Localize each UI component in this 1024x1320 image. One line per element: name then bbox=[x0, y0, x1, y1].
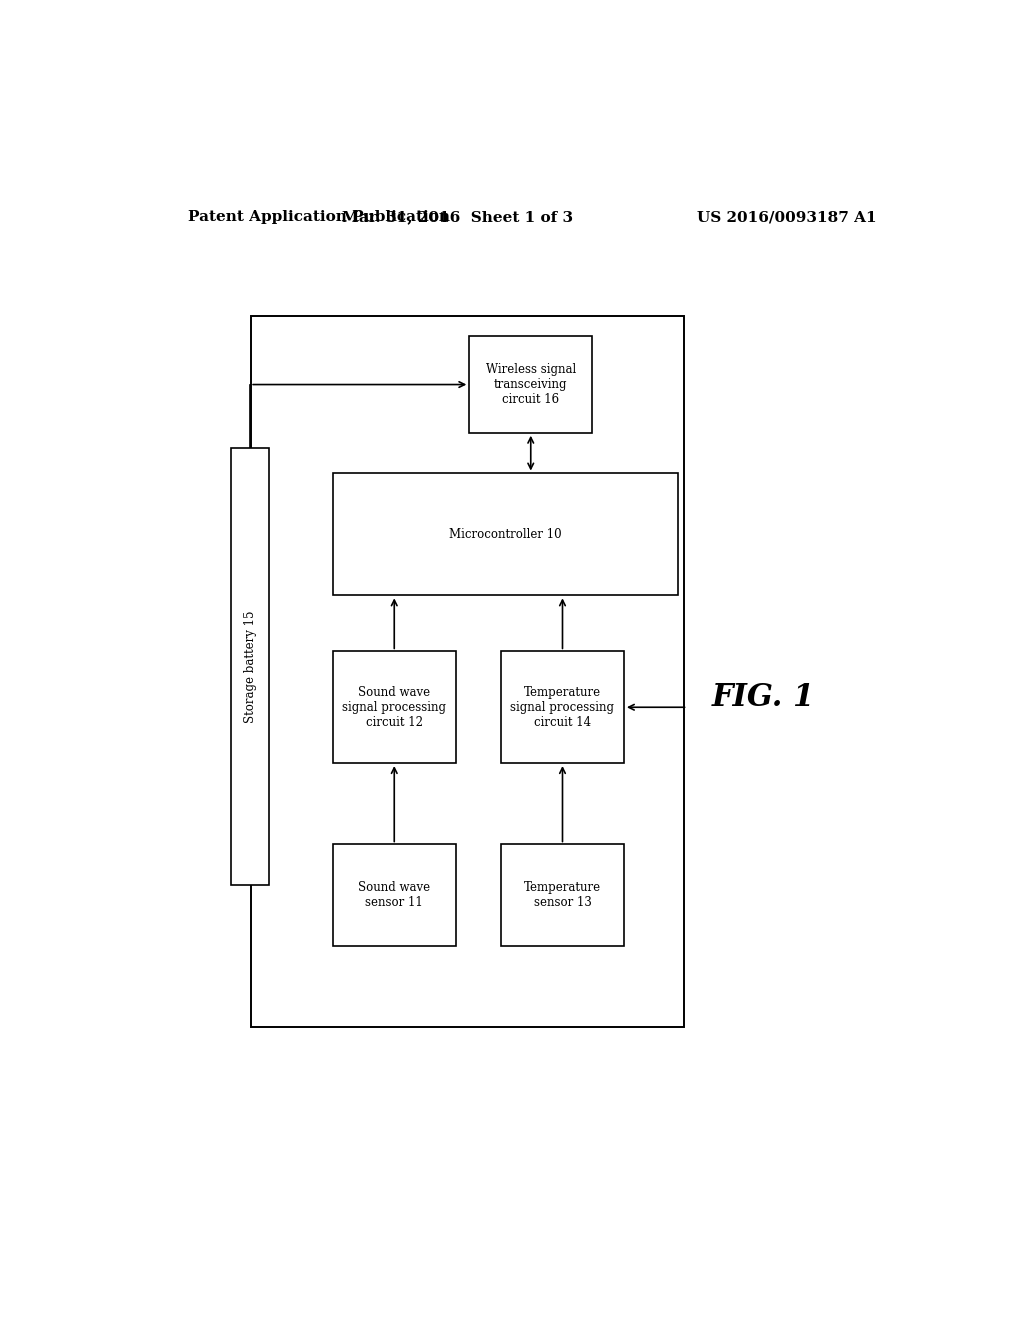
Text: Sound wave
signal processing
circuit 12: Sound wave signal processing circuit 12 bbox=[342, 686, 446, 729]
Bar bbox=[251, 315, 684, 1027]
Text: FIG. 1: FIG. 1 bbox=[712, 681, 814, 713]
Bar bbox=[231, 447, 269, 886]
Text: Temperature
signal processing
circuit 14: Temperature signal processing circuit 14 bbox=[511, 686, 614, 729]
Text: Patent Application Publication: Patent Application Publication bbox=[187, 210, 450, 224]
Bar bbox=[333, 845, 456, 946]
Text: Sound wave
sensor 11: Sound wave sensor 11 bbox=[358, 882, 430, 909]
Bar bbox=[333, 474, 678, 595]
Text: US 2016/0093187 A1: US 2016/0093187 A1 bbox=[697, 210, 877, 224]
Text: Storage battery 15: Storage battery 15 bbox=[244, 610, 257, 723]
Bar bbox=[501, 651, 624, 763]
Bar bbox=[469, 337, 592, 433]
Text: Wireless signal
transceiving
circuit 16: Wireless signal transceiving circuit 16 bbox=[485, 363, 575, 407]
Text: Temperature
sensor 13: Temperature sensor 13 bbox=[524, 882, 601, 909]
Bar bbox=[333, 651, 456, 763]
Bar bbox=[501, 845, 624, 946]
Text: Microcontroller 10: Microcontroller 10 bbox=[450, 528, 562, 541]
Text: Mar. 31, 2016  Sheet 1 of 3: Mar. 31, 2016 Sheet 1 of 3 bbox=[342, 210, 572, 224]
